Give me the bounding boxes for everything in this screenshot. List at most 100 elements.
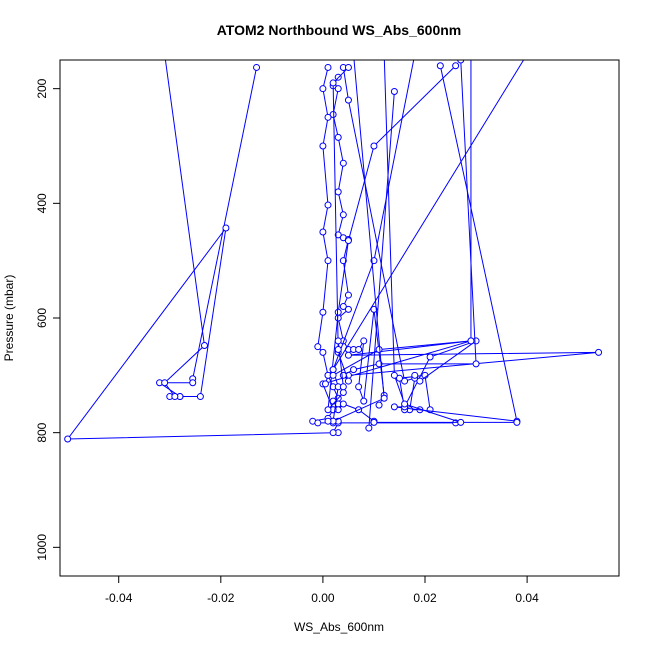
x-tick-label: 0.04	[515, 591, 539, 605]
x-tick-label: -0.04	[105, 591, 133, 605]
x-axis: -0.04 -0.02 0.00 0.02 0.04	[105, 576, 539, 605]
data-point	[329, 79, 337, 87]
data-point	[344, 291, 352, 299]
data-point	[319, 228, 327, 236]
data-point	[200, 342, 208, 350]
data-point	[334, 85, 342, 93]
data-point	[324, 406, 332, 414]
x-axis-label: WS_Abs_600nm	[294, 620, 384, 634]
data-point	[339, 389, 347, 397]
data-point	[321, 380, 329, 388]
data-point	[401, 377, 409, 385]
data-point	[467, 337, 475, 345]
series-8	[334, 60, 480, 385]
data-point	[334, 188, 342, 196]
data-point	[319, 142, 327, 150]
data-point	[339, 303, 347, 311]
series-13	[370, 60, 521, 426]
data-point	[375, 346, 383, 354]
series-10	[324, 62, 460, 414]
series-line	[332, 60, 472, 376]
series-line	[373, 60, 517, 423]
data-point	[344, 63, 352, 71]
data-point	[314, 419, 322, 427]
data-point	[472, 360, 480, 368]
series-2	[161, 51, 208, 401]
data-point	[457, 418, 465, 426]
data-point	[370, 305, 378, 313]
x-tick-label: 0.00	[311, 591, 335, 605]
series-3	[329, 73, 388, 409]
y-axis-label: Pressure (mbar)	[2, 275, 16, 362]
data-point	[390, 88, 398, 96]
data-point	[339, 211, 347, 219]
series-12	[329, 51, 475, 379]
data-point	[319, 308, 327, 316]
data-point	[324, 63, 332, 71]
data-point	[329, 366, 337, 374]
data-point	[161, 379, 169, 387]
series-line	[337, 60, 477, 382]
data-point	[426, 353, 434, 361]
series-line	[394, 65, 518, 422]
data-point	[360, 337, 368, 345]
x-tick-label: 0.02	[413, 591, 437, 605]
data-point	[334, 133, 342, 141]
data-point	[344, 377, 352, 385]
data-point	[468, 51, 474, 57]
data-point	[390, 371, 398, 379]
data-point	[457, 60, 465, 64]
data-point	[189, 379, 197, 387]
data-point	[162, 51, 168, 57]
series-15	[324, 51, 388, 425]
chart-title: ATOM2 Northbound WS_Abs_600nm	[217, 22, 462, 38]
series-line	[324, 60, 415, 385]
data-point	[355, 346, 363, 354]
y-tick-label: 1000	[35, 534, 49, 561]
data-point	[436, 62, 444, 70]
data-point	[355, 383, 363, 391]
data-point	[64, 435, 72, 443]
data-point	[350, 366, 358, 374]
data-point	[339, 159, 347, 167]
data-point	[319, 85, 327, 93]
data-point	[395, 374, 403, 382]
y-tick-label: 600	[35, 308, 49, 328]
series-line	[322, 91, 599, 430]
data-point	[595, 348, 603, 356]
y-axis: 200 400 600 800 1000	[35, 78, 60, 561]
series-line	[332, 60, 525, 422]
data-point	[452, 62, 460, 70]
data-point	[171, 393, 179, 401]
data-point	[351, 51, 357, 57]
series-line	[332, 76, 385, 406]
y-tick-label: 400	[35, 193, 49, 213]
data-point	[344, 96, 352, 104]
data-point	[380, 394, 388, 402]
data-point	[513, 418, 521, 426]
data-point	[344, 237, 352, 245]
data-point	[324, 417, 332, 425]
x-tick-label: -0.02	[207, 591, 235, 605]
data-point	[319, 348, 327, 356]
plot-area	[64, 51, 603, 443]
data-point	[334, 346, 342, 354]
data-point	[329, 371, 337, 379]
data-point	[253, 63, 261, 71]
data-point	[339, 400, 347, 408]
data-point	[401, 400, 409, 408]
data-point	[412, 51, 418, 57]
y-tick-label: 200	[35, 78, 49, 98]
data-point	[334, 308, 342, 316]
data-point	[524, 51, 530, 57]
data-point	[339, 257, 347, 265]
data-point	[329, 429, 337, 437]
data-point	[324, 201, 332, 209]
y-tick-label: 800	[35, 422, 49, 442]
series-6	[319, 88, 603, 432]
data-point	[375, 401, 383, 409]
data-point	[334, 337, 342, 345]
series-11	[321, 51, 418, 388]
data-point	[196, 393, 204, 401]
